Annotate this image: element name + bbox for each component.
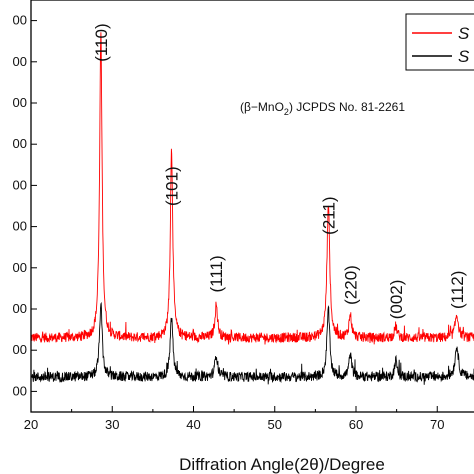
y-axis-ticks: 00 00 00 00 00 00 00 00 00 00 (13, 13, 37, 398)
legend-label-1: S (458, 24, 470, 43)
peak-label: (110) (92, 23, 111, 61)
series-line-1 (30, 32, 474, 345)
peak-label: (111) (207, 255, 226, 292)
y-tick-label: 00 (13, 260, 27, 275)
y-tick-label: 00 (13, 95, 27, 110)
peak-label: (101) (163, 166, 182, 206)
peak-label: (211) (319, 196, 338, 234)
x-tick-label: 20 (24, 417, 38, 432)
legend: S S (405, 13, 474, 71)
x-axis-ticks: 20 30 40 50 60 70 (24, 406, 444, 432)
series-line-2 (30, 301, 474, 385)
x-tick-label: 50 (268, 417, 282, 432)
x-tick-label: 40 (186, 417, 200, 432)
legend-box (405, 13, 474, 71)
x-tick-label: 70 (430, 417, 444, 432)
peak-labels: (110) (101) (111) (211) (220) (002) (112) (92, 23, 467, 319)
y-tick-label: 00 (13, 136, 27, 151)
y-tick-label: 00 (13, 13, 27, 28)
legend-label-2: S (458, 47, 470, 66)
x-tick-label: 60 (349, 417, 363, 432)
peak-label: (220) (341, 265, 360, 305)
plot-area (30, 32, 474, 385)
y-tick-label: 00 (13, 219, 27, 234)
peak-label: (112) (448, 271, 467, 309)
y-tick-label: 00 (13, 54, 27, 69)
y-tick-label: 00 (13, 177, 27, 192)
peak-label: (002) (387, 280, 406, 320)
y-tick-label: 00 (13, 342, 27, 357)
y-tick-label: 00 (13, 383, 27, 398)
x-axis-title: Diffration Angle(2θ)/Degree (179, 455, 385, 474)
phase-annotation: (β−MnO2) JCPDS No. 81-2261 (240, 100, 405, 117)
plot-frame (30, 0, 474, 413)
y-tick-label: 00 (13, 301, 27, 316)
x-tick-label: 30 (105, 417, 119, 432)
